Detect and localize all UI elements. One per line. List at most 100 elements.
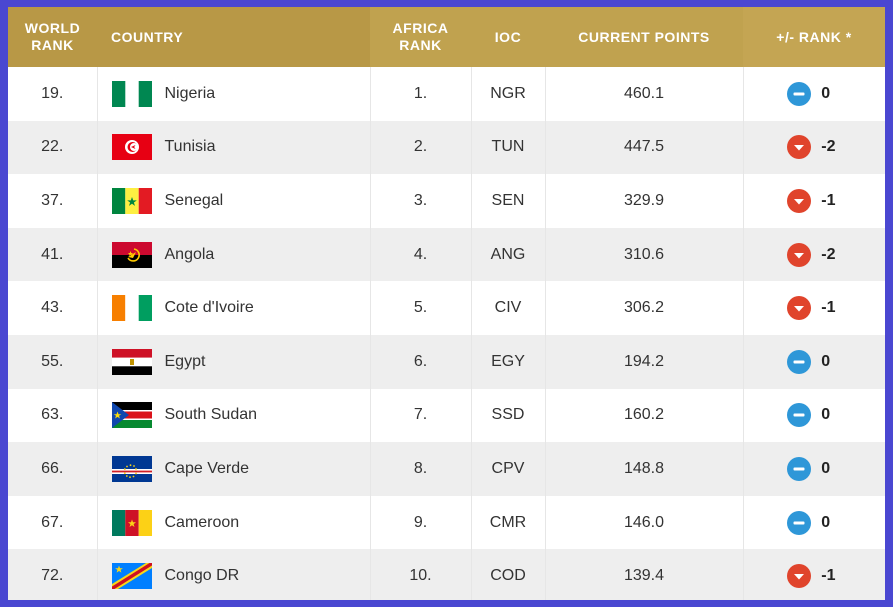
table-row: 37. Senegal 3. SEN 329.9 -1: [8, 174, 885, 228]
nigeria-flag: [111, 80, 152, 107]
arrow-down-circle-icon: [787, 296, 812, 321]
world-rank-cell: 41.: [8, 227, 98, 282]
ioc-cell: NGR: [471, 67, 546, 121]
country-cell[interactable]: Angola: [97, 227, 371, 282]
rank-change-value: -1: [821, 567, 836, 585]
points-cell: 310.6: [545, 227, 744, 282]
africa-rank-cell: 9.: [370, 495, 472, 550]
points-cell: 329.9: [545, 174, 744, 228]
cameroon-flag: [111, 509, 152, 536]
ioc-cell: EGY: [471, 334, 546, 389]
rank-change-cell: -2: [743, 120, 886, 175]
world-rank-cell: 43.: [8, 281, 98, 335]
header-africa-rank-line2: RANK: [399, 37, 442, 53]
africa-rank-cell: 6.: [370, 334, 472, 389]
ioc-cell: CMR: [471, 495, 546, 550]
header-rank-change[interactable]: +/- RANK *: [743, 7, 885, 67]
country-cell[interactable]: Nigeria: [97, 67, 371, 121]
senegal-flag: [111, 187, 152, 214]
world-rank-cell: 72.: [8, 549, 98, 600]
minus-circle-icon: [787, 349, 812, 374]
south-sudan-flag: [111, 402, 152, 429]
arrow-down-circle-icon: [787, 242, 812, 267]
points-cell: 460.1: [545, 67, 744, 121]
rank-change-value: 0: [821, 84, 831, 102]
rank-change-cell: 0: [743, 388, 886, 443]
country-cell[interactable]: Senegal: [97, 174, 371, 228]
country-wrap: Congo DR: [111, 563, 370, 590]
world-rank-cell: 19.: [8, 67, 98, 121]
rank-change-wrap: 0: [744, 510, 886, 535]
header-world-rank-line2: RANK: [31, 37, 74, 53]
country-wrap: Cape Verde: [111, 455, 370, 482]
congo-dr-flag: [111, 563, 152, 590]
world-rank-cell: 63.: [8, 388, 98, 443]
country-wrap: Nigeria: [111, 80, 370, 107]
rank-change-value: 0: [821, 459, 831, 477]
header-current-points[interactable]: CURRENT POINTS: [545, 7, 743, 67]
rank-change-value: -2: [821, 245, 836, 263]
points-cell: 194.2: [545, 334, 744, 389]
africa-rank-cell: 2.: [370, 120, 472, 175]
table-body: 19. Nigeria 1. NGR 460.1 0 22. Tunisia 2…: [8, 67, 885, 600]
africa-rank-cell: 5.: [370, 281, 472, 335]
table-row: 72. Congo DR 10. COD 139.4 -1: [8, 549, 885, 600]
rank-change-value: 0: [821, 513, 831, 531]
rank-change-wrap: -1: [744, 296, 886, 321]
africa-rank-cell: 3.: [370, 174, 472, 228]
ioc-cell: TUN: [471, 120, 546, 175]
country-wrap: South Sudan: [111, 402, 370, 429]
country-name: South Sudan: [164, 406, 258, 424]
points-cell: 146.0: [545, 495, 744, 550]
country-cell[interactable]: Cape Verde: [97, 442, 371, 496]
country-cell[interactable]: Egypt: [97, 334, 371, 389]
country-name: Cape Verde: [164, 459, 250, 477]
arrow-down-circle-icon: [787, 564, 812, 589]
country-wrap: Cote d'Ivoire: [111, 295, 370, 322]
country-name: Congo DR: [164, 567, 240, 585]
table-header: WORLD RANK COUNTRY AFRICA RANK IOC CURRENT…: [8, 7, 885, 67]
africa-rankings-table: WORLD RANK COUNTRY AFRICA RANK IOC CURRENT…: [8, 7, 885, 600]
country-cell[interactable]: Cote d'Ivoire: [97, 281, 371, 335]
country-cell[interactable]: Tunisia: [97, 120, 371, 175]
country-wrap: Cameroon: [111, 509, 370, 536]
minus-circle-icon: [787, 81, 812, 106]
country-wrap: Egypt: [111, 348, 370, 375]
country-name: Senegal: [164, 191, 224, 209]
rankings-panel: WORLD RANK COUNTRY AFRICA RANK IOC CURRENT…: [8, 7, 885, 600]
country-name: Cameroon: [164, 513, 240, 531]
rank-change-cell: -1: [743, 281, 885, 335]
rank-change-cell: 0: [743, 442, 885, 496]
country-cell[interactable]: South Sudan: [97, 388, 371, 443]
rank-change-cell: 0: [743, 67, 885, 121]
header-ioc[interactable]: IOC: [471, 7, 545, 67]
points-cell: 139.4: [545, 549, 744, 600]
arrow-down-circle-icon: [787, 188, 812, 213]
tunisia-flag: [111, 134, 152, 161]
rank-change-value: -2: [821, 138, 836, 156]
country-cell[interactable]: Cameroon: [97, 495, 371, 550]
table-row: 63. South Sudan 7. SSD 160.2 0: [8, 388, 886, 443]
minus-circle-icon: [787, 456, 812, 481]
country-cell[interactable]: Congo DR: [97, 549, 371, 600]
rank-change-cell: -2: [743, 227, 885, 282]
ioc-cell: CIV: [471, 281, 546, 335]
minus-circle-icon: [787, 510, 812, 535]
header-country[interactable]: COUNTRY: [97, 7, 370, 67]
header-africa-rank[interactable]: AFRICA RANK: [370, 7, 471, 67]
points-cell: 148.8: [545, 442, 744, 496]
rank-change-cell: 0: [743, 334, 885, 389]
ioc-cell: COD: [471, 549, 546, 600]
rank-change-cell: -1: [743, 174, 885, 228]
country-name: Tunisia: [164, 138, 216, 156]
africa-rank-cell: 1.: [370, 67, 472, 121]
rank-change-wrap: -2: [744, 135, 886, 160]
rank-change-wrap: 0: [744, 403, 886, 428]
rank-change-value: 0: [821, 352, 831, 370]
country-name: Angola: [164, 245, 215, 263]
header-world-rank-line1: WORLD: [24, 20, 81, 36]
rank-change-wrap: 0: [744, 456, 886, 481]
header-world-rank[interactable]: WORLD RANK: [8, 7, 97, 67]
table-row: 55. Egypt 6. EGY 194.2 0: [8, 334, 885, 389]
rank-change-value: -1: [821, 299, 836, 317]
